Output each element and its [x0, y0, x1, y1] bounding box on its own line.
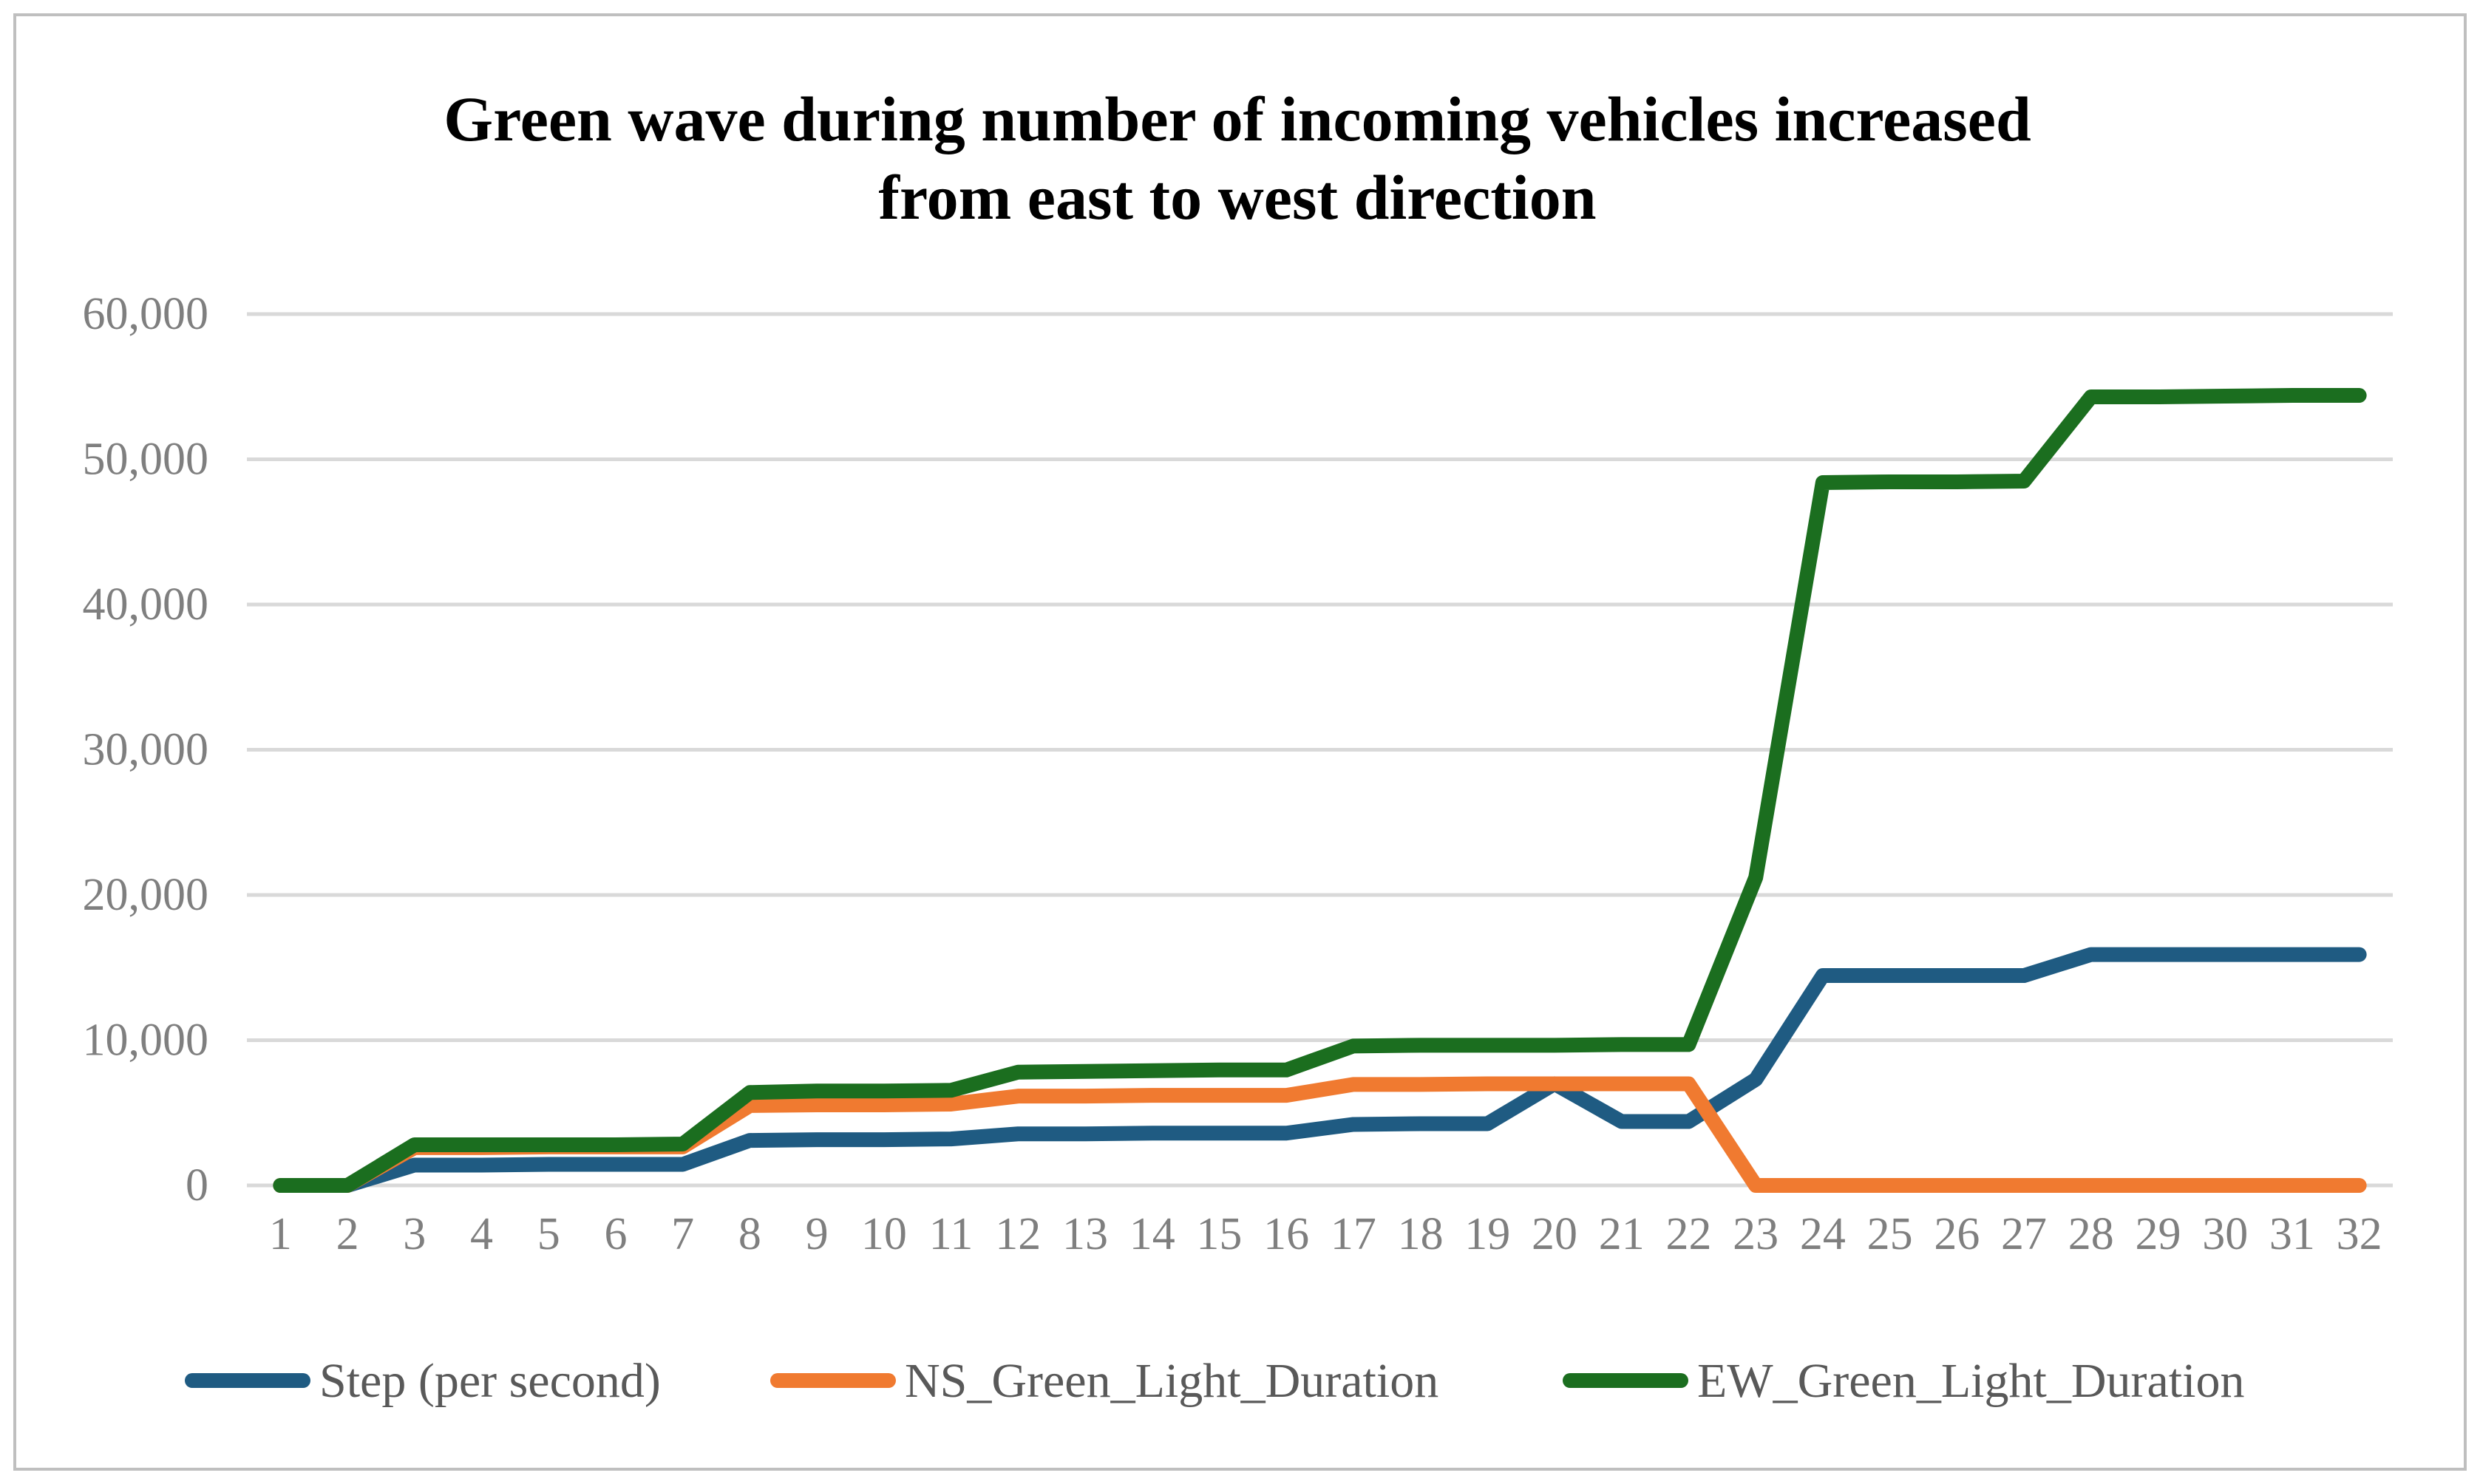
- y-tick-label: 60,000: [83, 289, 209, 339]
- x-tick-label: 28: [2068, 1209, 2114, 1259]
- x-tick-label: 4: [470, 1209, 493, 1259]
- y-tick-label: 40,000: [83, 579, 209, 630]
- x-tick-label: 14: [1129, 1209, 1175, 1259]
- x-tick-label: 8: [738, 1209, 761, 1259]
- x-tick-label: 32: [2337, 1209, 2382, 1259]
- line-chart: Green wave during number of incoming veh…: [83, 84, 2393, 1408]
- y-tick-label: 0: [186, 1160, 208, 1211]
- x-tick-label: 30: [2202, 1209, 2248, 1259]
- x-tick-label: 25: [1867, 1209, 1913, 1259]
- x-tick-label: 24: [1800, 1209, 1846, 1259]
- x-tick-label: 15: [1196, 1209, 1242, 1259]
- x-tick-label: 21: [1599, 1209, 1645, 1259]
- x-tick-label: 29: [2135, 1209, 2181, 1259]
- y-tick-label: 50,000: [83, 435, 209, 485]
- x-tick-label: 17: [1331, 1209, 1376, 1259]
- chart-title-line-1: Green wave during number of incoming veh…: [444, 84, 2031, 154]
- x-tick-label: 2: [336, 1209, 359, 1259]
- grid-lines: [247, 312, 2393, 1188]
- x-axis-tick-labels: 1 2 3 4 5 6 7 8 9 10 11 12 13 14 15 16 17 18 19 20 21 22 23 24 2…: [269, 1209, 2382, 1259]
- x-tick-label: 9: [806, 1209, 829, 1259]
- y-tick-label: 30,000: [83, 725, 209, 775]
- x-tick-label: 22: [1665, 1209, 1711, 1259]
- x-tick-label: 19: [1464, 1209, 1510, 1259]
- x-tick-label: 13: [1062, 1209, 1108, 1259]
- chart-frame: Green wave during number of incoming veh…: [13, 13, 2467, 1471]
- legend-label-3: EW_Green_Light_Duration: [1697, 1354, 2244, 1408]
- x-tick-label: 26: [1934, 1209, 1980, 1259]
- x-tick-label: 5: [537, 1209, 560, 1259]
- x-tick-label: 23: [1733, 1209, 1779, 1259]
- x-tick-label: 31: [2269, 1209, 2315, 1259]
- x-tick-label: 1: [269, 1209, 292, 1259]
- series-line-1: [273, 947, 2367, 1193]
- x-tick-label: 11: [929, 1209, 974, 1259]
- series-line-3: [273, 388, 2367, 1193]
- x-tick-label: 3: [403, 1209, 426, 1259]
- x-tick-label: 6: [604, 1209, 627, 1259]
- chart-title-line-2: from east to west direction: [878, 162, 1596, 233]
- x-tick-label: 18: [1398, 1209, 1444, 1259]
- x-tick-label: 16: [1263, 1209, 1309, 1259]
- x-tick-label: 20: [1532, 1209, 1577, 1259]
- x-tick-label: 10: [861, 1209, 907, 1259]
- y-tick-label: 10,000: [83, 1015, 209, 1066]
- legend: Step (per second) NS_Green_Light_Duration…: [185, 1354, 2244, 1408]
- x-tick-label: 7: [671, 1209, 694, 1259]
- x-tick-label: 12: [995, 1209, 1041, 1259]
- x-tick-label: 27: [2001, 1209, 2047, 1259]
- legend-label-1: Step (per second): [319, 1354, 661, 1408]
- y-axis-tick-labels: 0 10,000 20,000 30,000 40,000 50,000 60,000: [83, 289, 209, 1211]
- series-lines: [273, 388, 2367, 1193]
- y-tick-label: 20,000: [83, 870, 209, 920]
- legend-label-2: NS_Green_Light_Duration: [905, 1354, 1438, 1408]
